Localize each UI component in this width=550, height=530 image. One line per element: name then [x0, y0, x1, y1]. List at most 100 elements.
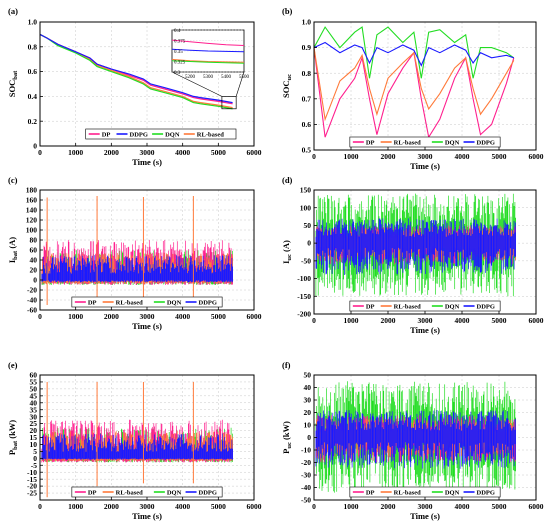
y-tick-label: -40 — [301, 483, 311, 492]
x-tick-label: 4000 — [455, 502, 470, 511]
y-tick-label: -15 — [27, 475, 37, 484]
plot-area — [40, 33, 233, 110]
inset-x-tick-label: 5400 — [221, 75, 232, 80]
legend-label: DDPG — [477, 304, 495, 311]
inset-series-dp — [171, 39, 245, 46]
panel-label: (f) — [282, 360, 291, 370]
legend-label: DQN — [167, 300, 182, 307]
zoom-box — [221, 96, 237, 110]
x-tick-label: 4000 — [455, 316, 470, 325]
panel-b: 0 1000 2000 3000 4000 5000 6000 0.5 0.6 0.7 0.8 0.9… — [281, 6, 544, 171]
y-tick-label: 0 — [307, 239, 311, 248]
y-tick-label: -20 — [27, 482, 37, 491]
legend-label: DP — [366, 140, 375, 147]
x-tick-label: 3000 — [418, 152, 433, 161]
y-tick-label: -25 — [27, 489, 37, 498]
x-tick-label: 3000 — [140, 312, 155, 321]
series-trace-ddpg — [315, 410, 516, 469]
y-tick-label: 0.6 — [302, 120, 312, 129]
panel-label: (c) — [8, 175, 18, 185]
x-tick-label: 1000 — [344, 152, 359, 161]
y-axis-label: Ibat (A) — [7, 237, 19, 263]
y-tick-label: 160 — [26, 196, 38, 205]
y-tick-label: -50 — [301, 496, 311, 505]
x-tick-label: 0 — [312, 152, 316, 161]
legend: DP RL-based DQN DDPG — [71, 486, 223, 498]
y-tick-label: 55 — [30, 378, 38, 387]
y-tick-label: -30 — [301, 471, 311, 480]
inset: 0.3 0.325 0.35 0.375 0.4 5200 5300 5400 5500 — [171, 29, 250, 110]
legend-label: DP — [88, 490, 97, 497]
legend: DP RL-based DQN DDPG — [349, 300, 501, 312]
x-tick-label: 6000 — [529, 152, 544, 161]
y-tick-label: 50 — [30, 384, 38, 393]
x-tick-label: 1000 — [344, 502, 359, 511]
series-trace-ddpg — [315, 218, 516, 275]
y-tick-label: -50 — [301, 256, 311, 265]
legend-box — [349, 136, 501, 148]
x-tick-label: 6000 — [247, 312, 262, 321]
y-axis-label: SOCuc — [281, 74, 293, 98]
y-tick-label: -100 — [297, 274, 311, 283]
y-tick-label: 40 — [30, 256, 38, 265]
legend-label: DP — [88, 300, 97, 307]
y-tick-label: 120 — [26, 216, 38, 225]
y-axis-label: Puc (kW) — [281, 421, 293, 454]
x-tick-label: 1000 — [68, 312, 83, 321]
inset-y-tick-label: 0.4 — [174, 29, 181, 34]
legend-label: DQN — [445, 304, 460, 311]
panel-e: 0 1000 2000 3000 4000 5000 6000-25-20-15-10-50… — [7, 360, 262, 521]
plot-area — [315, 381, 516, 494]
legend-label: DDPG — [199, 490, 217, 497]
y-tick-label: 180 — [26, 186, 38, 195]
y-tick-label: 0 — [33, 454, 37, 463]
y-tick-label: 25 — [30, 419, 38, 428]
series-line-rlbased — [314, 47, 515, 122]
legend-label: DDPG — [477, 490, 495, 497]
inset-y-tick-label: 0.375 — [174, 39, 186, 44]
x-tick-label: 2000 — [104, 502, 119, 511]
y-tick-label: -40 — [27, 296, 37, 305]
x-tick-label: 0 — [312, 502, 316, 511]
y-tick-label: 1.0 — [28, 18, 38, 27]
series-line-dqn — [314, 26, 515, 79]
y-tick-label: 0.6 — [28, 67, 38, 76]
x-axis-label: Time (s) — [132, 511, 162, 521]
panel-label: (d) — [282, 175, 293, 185]
legend-box — [349, 486, 501, 498]
panel-label: (a) — [8, 6, 18, 16]
panel-d: 0 1000 2000 3000 4000 5000 6000-200-150-100-50… — [281, 175, 544, 335]
y-tick-label: 60 — [30, 246, 38, 255]
y-tick-label: 20 — [30, 426, 38, 435]
legend-label: DQN — [445, 490, 460, 497]
series-trace-ddpg — [41, 433, 233, 460]
x-tick-label: 3000 — [418, 502, 433, 511]
panel-c: 0 1000 2000 3000 4000 5000 6000-60-40-20020406… — [7, 175, 262, 331]
x-tick-label: 6000 — [529, 316, 544, 325]
y-tick-label: 0 — [33, 276, 37, 285]
y-tick-label: 0.9 — [302, 43, 312, 52]
y-tick-label: 35 — [30, 405, 38, 414]
y-tick-label: 50 — [304, 371, 312, 380]
legend-label: RL-based — [116, 300, 143, 307]
inset-y-tick-label: 0.325 — [174, 60, 186, 65]
x-tick-label: 5000 — [492, 316, 507, 325]
x-tick-label: 6000 — [529, 502, 544, 511]
x-tick-label: 2000 — [104, 148, 119, 157]
y-tick-label: 10 — [30, 440, 38, 449]
y-tick-label: 30 — [30, 412, 38, 421]
series-trace-ddpg — [41, 255, 233, 283]
y-tick-label: 5 — [33, 447, 37, 456]
x-axis-label: Time (s) — [410, 161, 440, 171]
x-tick-label: 1000 — [344, 316, 359, 325]
y-tick-label: 15 — [30, 433, 38, 442]
legend: DP RL-based DQN DDPG — [71, 296, 223, 308]
panel-a: 0 1000 2000 3000 4000 5000 6000 0 0.2 0.4 0.6 0.8 1.… — [7, 6, 262, 167]
legend-label: RL-based — [197, 132, 224, 139]
inset-x-tick-label: 5200 — [185, 75, 196, 80]
plot-area — [315, 193, 516, 297]
y-tick-label: 20 — [304, 408, 312, 417]
legend: DP DDPG DQN RL-based — [85, 128, 237, 140]
plot-area — [314, 26, 515, 139]
x-tick-label: 0 — [38, 312, 42, 321]
